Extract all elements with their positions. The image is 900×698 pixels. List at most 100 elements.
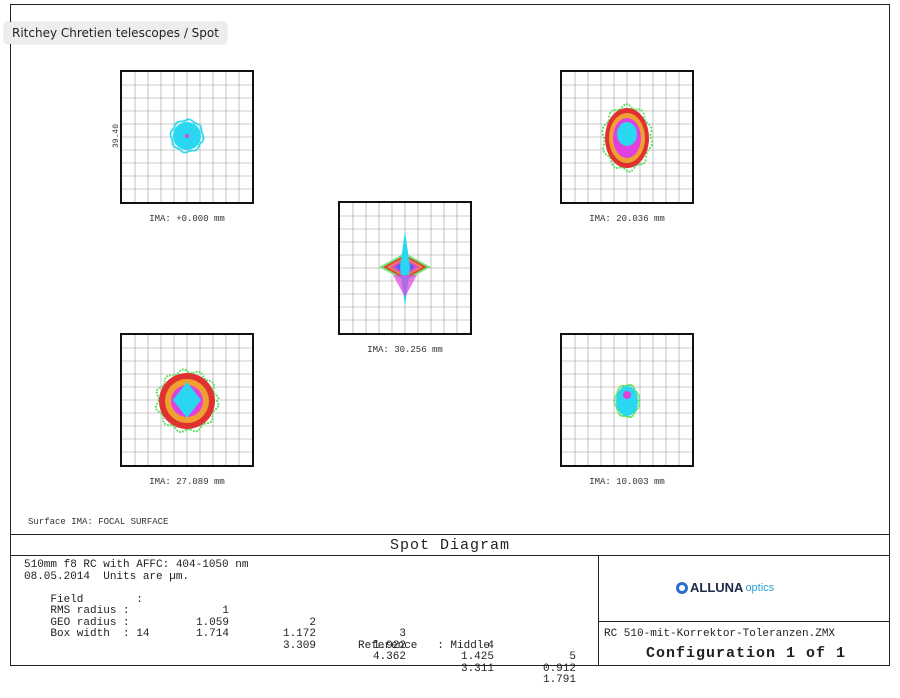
- spot-ray-dot: [169, 130, 173, 133]
- spot-ray-dot: [620, 106, 624, 109]
- geo-value: 4.362: [372, 651, 406, 663]
- spot-ray-dot: [195, 370, 198, 373]
- geo-row: GEO radius : 1.714 3.309 4.362 3.311 1.7…: [24, 606, 594, 686]
- spot-ray-dot: [200, 140, 204, 144]
- rms-value: 1.172: [282, 628, 316, 640]
- spot-ray-dot: [618, 413, 621, 416]
- spot-ray-dot: [184, 118, 188, 122]
- spot-ray-dot: [156, 388, 159, 391]
- geo-value: 3.309: [282, 639, 316, 652]
- spot-ray-dot: [200, 131, 203, 134]
- spot-ray-dot: [166, 375, 169, 378]
- info-line-1: 510mm f8 RC with AFFC: 404-1050 nm: [24, 559, 249, 571]
- spot-ray-dot: [169, 132, 172, 135]
- spot-ray-dot: [189, 428, 192, 431]
- spot-ray-dot: [623, 167, 626, 170]
- spot-ray-dot: [212, 383, 216, 386]
- field-label: Field :: [50, 593, 143, 606]
- diagram-frame: [10, 4, 890, 666]
- spot-ray-dot: [645, 121, 649, 124]
- spot-ray-dot: [211, 418, 214, 421]
- spot-ray-dot: [172, 374, 175, 377]
- spot-ray-dot: [608, 115, 611, 118]
- spot-ray-dot: [177, 147, 180, 150]
- spot-ray-dot: [156, 402, 159, 405]
- spot-ray-dot: [217, 402, 220, 405]
- spot-ray-dot: [642, 112, 645, 115]
- field-number: 2: [309, 616, 316, 629]
- spot-diagram-field-5: [562, 335, 692, 465]
- spot-ray-dot: [618, 386, 621, 389]
- spot-ray-dot: [182, 151, 185, 154]
- spot-ray-dot: [176, 120, 180, 124]
- spot-ray-dot: [211, 415, 214, 418]
- geo-label: GEO radius :: [50, 616, 130, 629]
- spot-ray-dot: [620, 414, 623, 417]
- spot-ray-dot: [179, 148, 182, 152]
- spot-ray-dot: [637, 394, 640, 397]
- spot-box-field-1: [120, 70, 254, 204]
- spot-ray-dot: [190, 149, 193, 152]
- spot-ray-dot: [181, 430, 184, 433]
- breadcrumb[interactable]: Ritchey Chretien telescopes / Spot: [4, 22, 227, 44]
- spot-ray-dot: [163, 380, 166, 383]
- spot-ray-dot: [636, 392, 639, 395]
- spot-ray-dot: [603, 140, 606, 143]
- field-number: 1: [222, 605, 229, 617]
- spot-ray-dot: [198, 428, 201, 431]
- scale-label: 39.40: [112, 123, 121, 148]
- spot-ray-dot: [629, 383, 632, 387]
- spot-ray-dot: [175, 146, 179, 150]
- spot-ray-dot: [631, 169, 634, 172]
- spot-ray-dot: [602, 143, 605, 146]
- spot-ray-dot: [620, 385, 623, 388]
- geo-value: 3.311: [460, 662, 494, 675]
- spot-ray-dot: [202, 136, 205, 140]
- spot-ray-dot: [172, 144, 175, 147]
- diagram-title: Spot Diagram: [10, 534, 890, 556]
- spot-ray-dot: [212, 386, 215, 390]
- spot-ray-dot: [650, 126, 653, 129]
- spot-ray-dot: [618, 166, 621, 169]
- spot-ray-dot: [169, 374, 172, 377]
- spot-ray-dot: [632, 412, 636, 415]
- spot-ray-dot: [184, 369, 187, 372]
- spot-diagram-field-3: [340, 203, 470, 333]
- spot-ray-dot: [601, 129, 604, 133]
- spot-ray-dot: [650, 140, 654, 143]
- spot-ray-dot: [215, 394, 218, 397]
- spot-ray-dot: [179, 120, 182, 123]
- spot-ray-dot: [622, 384, 625, 388]
- spot-ray-dot: [617, 388, 620, 391]
- spot-ray-dot: [163, 422, 167, 426]
- spot-ray-dot: [643, 116, 646, 119]
- spot-ray-dot: [636, 407, 639, 410]
- spot-ray-dot: [650, 129, 653, 133]
- field-number: 5: [569, 651, 576, 663]
- spot-ray-dot: [192, 429, 195, 433]
- spot-ray-dot: [183, 119, 186, 123]
- spot-ray-dot: [202, 375, 205, 378]
- spot-ray-dot: [628, 104, 631, 107]
- spot-ray-dot: [172, 127, 175, 130]
- spot-ray-dot: [179, 369, 182, 372]
- spot-blob: [617, 122, 637, 146]
- spot-ray-dot: [203, 422, 207, 425]
- spot-ray-dot: [158, 386, 161, 389]
- spot-diagram-field-4: [122, 335, 252, 465]
- spot-ray-dot: [184, 151, 188, 154]
- spot-ray-dot: [649, 133, 652, 136]
- spot-star-lower: [393, 275, 417, 297]
- spot-ray-dot: [174, 426, 177, 430]
- spot-box-field-3: [338, 201, 472, 335]
- configuration-label: Configuration 1 of 1: [645, 645, 847, 662]
- spot-ray-dot: [198, 143, 201, 147]
- spot-ray-dot: [170, 136, 173, 140]
- spot-ray-dot: [181, 368, 184, 371]
- spot-ray-dot: [625, 169, 629, 172]
- spot-ray-dot: [630, 106, 633, 109]
- spot-ray-dot: [176, 372, 180, 375]
- spot-ray-dot: [209, 420, 212, 423]
- spot-ray-dot: [635, 108, 638, 111]
- spot-ray-dot: [602, 150, 605, 153]
